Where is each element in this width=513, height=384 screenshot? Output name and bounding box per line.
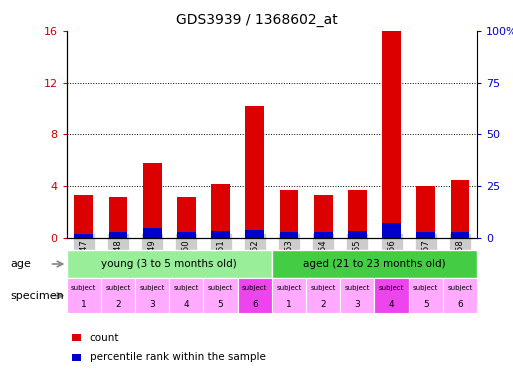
Text: 3: 3 [149,300,155,309]
Bar [143,163,162,238]
Text: GDS3939 / 1368602_at: GDS3939 / 1368602_at [175,13,338,27]
Bar [169,278,204,313]
Bar [238,278,272,313]
Bar [143,228,162,238]
Bar [245,106,264,238]
Text: subject: subject [447,285,472,291]
Text: 6: 6 [252,300,258,309]
Bar [177,232,196,238]
Bar [409,278,443,313]
Bar [211,184,230,238]
Bar [314,195,332,238]
Bar [101,278,135,313]
Bar [314,232,332,238]
Bar [348,190,367,238]
Text: subject: subject [174,285,199,291]
Text: specimen: specimen [10,291,64,301]
Bar [109,197,127,238]
Bar [450,232,469,238]
Bar [67,250,272,278]
Text: 5: 5 [423,300,429,309]
Bar [109,232,127,238]
Text: subject: subject [242,285,267,291]
Bar [272,278,306,313]
Bar [450,180,469,238]
Text: 4: 4 [389,300,394,309]
Text: age: age [10,259,31,269]
Bar [340,278,374,313]
Text: subject: subject [413,285,439,291]
Text: subject: subject [208,285,233,291]
Bar [177,197,196,238]
Bar [204,278,238,313]
Text: 4: 4 [184,300,189,309]
Bar [443,278,477,313]
Text: count: count [90,333,120,343]
Text: 3: 3 [354,300,360,309]
Bar [211,231,230,238]
Bar [417,232,435,238]
Bar [245,230,264,238]
Bar [306,278,340,313]
Text: subject: subject [71,285,96,291]
Text: subject: subject [379,285,404,291]
Text: 2: 2 [321,300,326,309]
Bar [135,278,169,313]
Bar [348,231,367,238]
Text: percentile rank within the sample: percentile rank within the sample [90,352,266,362]
Text: subject: subject [310,285,336,291]
Text: subject: subject [345,285,370,291]
Bar [272,250,477,278]
Text: 5: 5 [218,300,224,309]
Text: 6: 6 [457,300,463,309]
Bar [67,278,101,313]
Text: subject: subject [140,285,165,291]
Bar [374,278,409,313]
Bar [280,190,299,238]
Text: aged (21 to 23 months old): aged (21 to 23 months old) [303,259,446,269]
Text: 1: 1 [81,300,87,309]
Bar [280,232,299,238]
Bar [74,233,93,238]
Text: subject: subject [105,285,131,291]
Text: subject: subject [277,285,302,291]
Text: young (3 to 5 months old): young (3 to 5 months old) [102,259,237,269]
Text: 1: 1 [286,300,292,309]
Bar [417,186,435,238]
Text: 2: 2 [115,300,121,309]
Bar [382,31,401,238]
Bar [74,195,93,238]
Bar [382,223,401,238]
